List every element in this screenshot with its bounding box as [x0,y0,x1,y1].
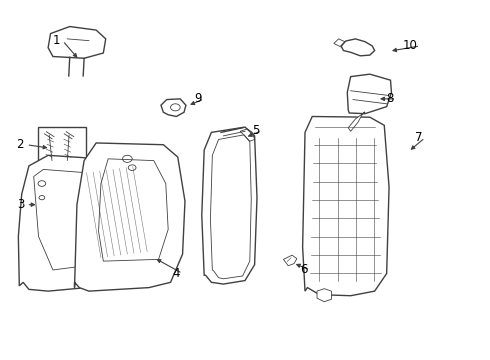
Text: 10: 10 [403,40,418,53]
Polygon shape [161,99,186,117]
Polygon shape [347,74,392,114]
Polygon shape [74,143,185,291]
Polygon shape [18,155,111,291]
Text: 6: 6 [300,264,307,276]
Polygon shape [48,27,106,58]
Text: 8: 8 [387,93,394,105]
Text: 4: 4 [172,267,180,280]
Text: 2: 2 [17,138,24,151]
Text: 7: 7 [415,131,423,144]
Text: 5: 5 [252,124,259,137]
Circle shape [171,104,180,111]
Text: 1: 1 [52,34,60,47]
Polygon shape [348,112,365,131]
Bar [38,127,86,164]
Text: 3: 3 [17,198,24,211]
Polygon shape [303,117,389,296]
Polygon shape [202,127,257,284]
Polygon shape [341,39,375,56]
Text: 9: 9 [194,93,202,105]
Polygon shape [317,289,331,302]
